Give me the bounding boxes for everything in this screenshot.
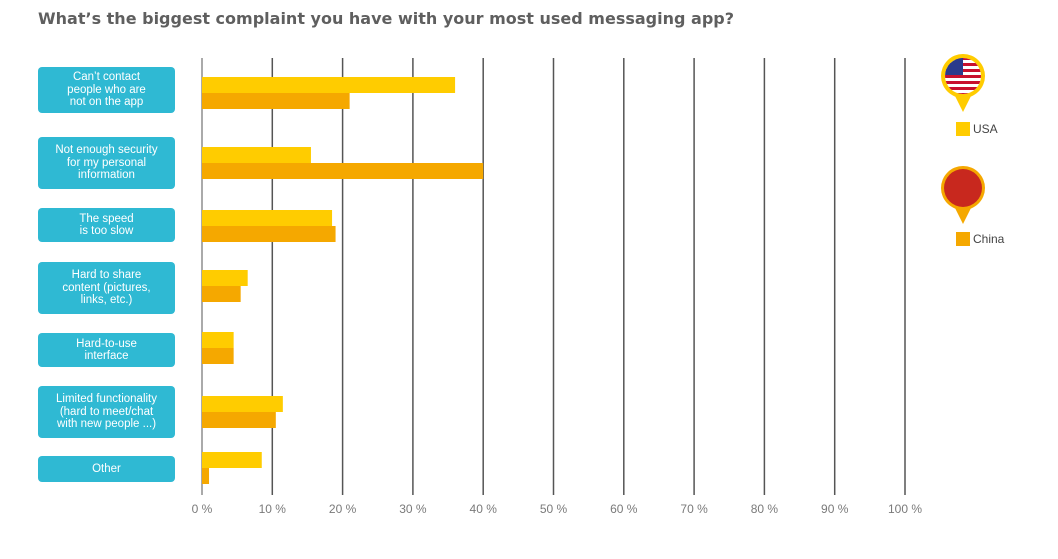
category-label-line: is too slow xyxy=(79,225,134,237)
category-label: Not enough security for my personal inform… xyxy=(38,137,175,189)
legend-swatch-china xyxy=(956,232,970,246)
bar-usa-0 xyxy=(202,77,456,93)
bar-usa-3 xyxy=(202,270,248,286)
category-label: Limited functionality (hard to meet/chat w… xyxy=(38,386,175,438)
category-label-line: for my personal xyxy=(66,156,147,169)
x-tick-label: 50 % xyxy=(540,502,568,516)
category-label-line: with new people ...) xyxy=(56,418,157,431)
category-label-line: Limited functionality xyxy=(56,393,157,406)
x-tick-label: 100 % xyxy=(888,502,922,516)
category-label-line: Can’t contact xyxy=(72,71,141,84)
bar-usa-4 xyxy=(202,332,234,348)
bar-usa-5 xyxy=(202,396,283,412)
category-label: Hard to share content (pictures, links, et… xyxy=(38,262,175,314)
x-tick-labels: 0 % 10 % 20 % 30 % 40 % 50 % 60 % 70 % 80 % 90 % 1… xyxy=(192,502,923,516)
bar-usa-2 xyxy=(202,210,333,226)
category-label-line: people who are xyxy=(67,83,146,96)
category-label-line: links, etc.) xyxy=(80,294,133,307)
category-label-line: Hard-to-use xyxy=(76,337,137,350)
x-tick-label: 60 % xyxy=(610,502,638,516)
x-tick-label: 0 % xyxy=(192,502,213,516)
bar-usa-1 xyxy=(202,147,311,163)
category-label: Other xyxy=(38,456,175,482)
x-tick-label: 20 % xyxy=(329,502,357,516)
x-tick-label: 40 % xyxy=(470,502,498,516)
category-label-line: information xyxy=(78,169,135,182)
x-tick-label: 30 % xyxy=(399,502,427,516)
category-label: The speed is too slow xyxy=(38,208,175,242)
x-tick-label: 10 % xyxy=(259,502,287,516)
bar-china-2 xyxy=(202,226,336,242)
bar-china-6 xyxy=(202,468,210,484)
category-label-line: The speed xyxy=(79,212,134,225)
grid-lines xyxy=(201,58,906,495)
bar-china-5 xyxy=(202,412,276,428)
x-tick-label: 70 % xyxy=(680,502,708,516)
legend-label-usa: USA xyxy=(973,122,998,136)
x-tick-label: 90 % xyxy=(821,502,849,516)
x-tick-label: 80 % xyxy=(751,502,779,516)
bar-usa-6 xyxy=(202,452,262,468)
usa-flag-icon xyxy=(941,54,985,112)
category-label-line: content (pictures, xyxy=(62,281,151,294)
category-label-line: Hard to share xyxy=(71,269,142,282)
bar-china-0 xyxy=(202,93,350,109)
category-label: Can’t contact people who are not on the ap… xyxy=(38,67,175,113)
bar-china-4 xyxy=(202,348,234,364)
bar-china-1 xyxy=(202,163,484,179)
bars xyxy=(202,77,484,484)
category-label-line: Other xyxy=(92,462,121,475)
legend-label-china: China xyxy=(973,232,1005,246)
category-label-line: Not enough security xyxy=(55,144,158,157)
chart-title: What’s the biggest complaint you have wi… xyxy=(38,9,734,28)
category-label-line: interface xyxy=(84,350,129,362)
category-label-line: not on the app xyxy=(69,96,144,109)
category-label-line: (hard to meet/chat xyxy=(59,405,154,418)
china-flag-icon xyxy=(941,166,985,224)
bar-china-3 xyxy=(202,286,241,302)
category-label: Hard-to-use interface xyxy=(38,333,175,367)
legend-swatch-usa xyxy=(956,122,970,136)
